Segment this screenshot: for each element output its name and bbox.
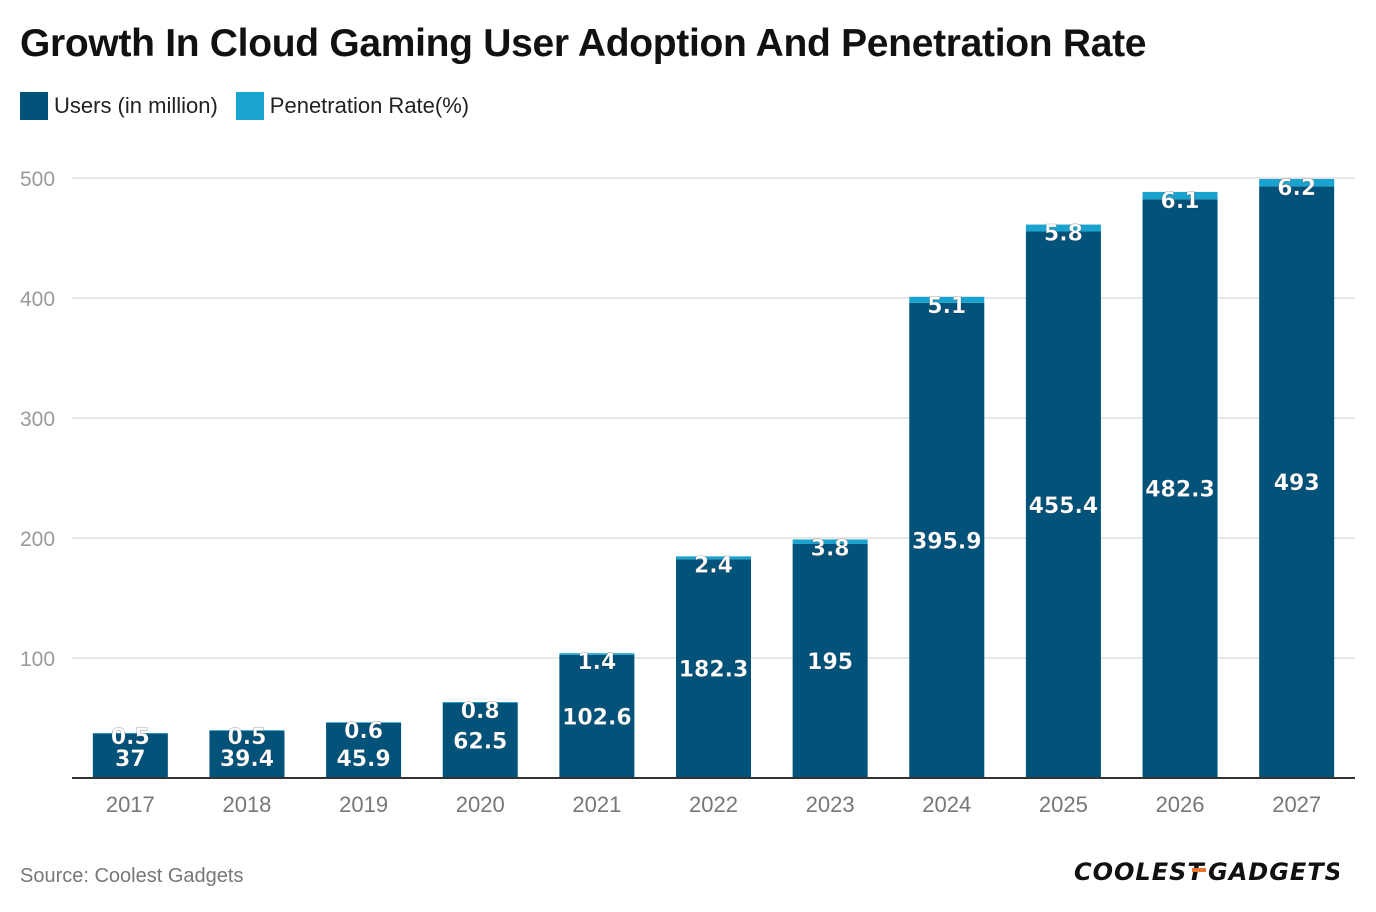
value-label-penetration-2023: 3.8 — [811, 536, 850, 561]
logo-text-part2: GADGETS — [1208, 858, 1339, 886]
logo-text-part1: COOLEST — [1074, 858, 1205, 886]
value-label-users-2017: 37 — [115, 747, 146, 772]
legend-swatch-penetration — [235, 92, 264, 120]
legend-item-users: Users (in million) — [20, 92, 218, 120]
bar-users-2027 — [1259, 186, 1335, 778]
x-tick-label-2025: 2025 — [1039, 792, 1088, 817]
y-tick-label-300: 300 — [20, 408, 55, 431]
value-label-users-2025: 455.4 — [1029, 494, 1099, 519]
source-note: Source: Coolest Gadgets — [20, 865, 244, 887]
bar-penetration-2019 — [326, 722, 402, 723]
legend-item-penetration: Penetration Rate(%) — [235, 92, 470, 120]
bar-users-2023 — [792, 544, 868, 778]
bar-penetration-2027 — [1259, 178, 1335, 187]
bar-penetration-2020 — [442, 702, 518, 703]
bar-users-2017 — [92, 733, 168, 778]
value-label-penetration-2022: 2.4 — [694, 553, 733, 578]
legend-swatch-users — [20, 92, 48, 120]
value-label-users-2024: 395.9 — [912, 529, 982, 554]
value-label-users-2026: 482.3 — [1145, 478, 1215, 503]
value-label-users-2027: 493 — [1274, 471, 1320, 496]
bar-users-2019 — [326, 722, 402, 778]
x-tick-label-2024: 2024 — [922, 792, 971, 817]
value-label-penetration-2020: 0.8 — [461, 699, 500, 724]
x-tick-label-2018: 2018 — [222, 792, 271, 817]
bar-users-2026 — [1142, 199, 1218, 779]
x-tick-label-2019: 2019 — [339, 792, 388, 817]
bar-penetration-2018 — [209, 730, 285, 731]
bar-users-2021 — [559, 654, 635, 778]
y-tick-label-400: 400 — [20, 288, 55, 311]
value-label-penetration-2018: 0.5 — [227, 725, 266, 750]
bar-penetration-2023 — [792, 539, 868, 544]
value-label-penetration-2021: 1.4 — [577, 650, 616, 675]
y-tick-label-200: 200 — [20, 528, 55, 551]
legend: Users (in million) Penetration Rate(%) — [20, 92, 487, 120]
x-tick-label-2027: 2027 — [1272, 792, 1321, 817]
x-tick-label-2023: 2023 — [806, 792, 855, 817]
x-tick-label-2021: 2021 — [572, 792, 621, 817]
bar-penetration-2017 — [92, 733, 168, 734]
bar-users-2018 — [209, 730, 285, 778]
bar-penetration-2024 — [909, 296, 985, 303]
value-label-penetration-2019: 0.6 — [344, 719, 383, 744]
bar-users-2022 — [676, 559, 751, 778]
value-label-users-2022: 182.3 — [679, 658, 749, 683]
y-tick-label-100: 100 — [20, 648, 55, 671]
x-tick-label-2026: 2026 — [1156, 792, 1205, 817]
x-tick-label-2020: 2020 — [456, 792, 505, 817]
value-label-penetration-2024: 5.1 — [927, 294, 966, 319]
value-label-users-2020: 62.5 — [453, 730, 507, 755]
x-tick-label-2022: 2022 — [689, 792, 738, 817]
bar-penetration-2021 — [559, 653, 635, 655]
logo-dash — [1192, 868, 1206, 872]
value-label-users-2019: 45.9 — [336, 747, 390, 772]
bar-users-2024 — [909, 302, 985, 778]
bar-users-2025 — [1025, 231, 1101, 778]
value-label-penetration-2026: 6.1 — [1161, 189, 1200, 214]
bar-penetration-2022 — [676, 556, 751, 560]
bar-penetration-2026 — [1142, 191, 1218, 200]
value-label-penetration-2017: 0.5 — [111, 725, 150, 750]
y-tick-label-500: 500 — [20, 168, 55, 191]
value-label-users-2023: 195 — [807, 650, 853, 675]
value-label-users-2021: 102.6 — [562, 705, 632, 730]
x-tick-label-2017: 2017 — [106, 792, 155, 817]
bar-users-2020 — [442, 703, 518, 778]
bar-penetration-2025 — [1025, 224, 1101, 232]
chart-title: Growth In Cloud Gaming User Adoption And… — [20, 22, 1147, 65]
bar-chart: 100200300400500370.5201739.40.5201845.90… — [20, 168, 1355, 817]
legend-label-users: Users (in million) — [54, 93, 218, 118]
value-label-penetration-2027: 6.2 — [1277, 176, 1316, 201]
value-label-penetration-2025: 5.8 — [1044, 222, 1083, 247]
value-label-users-2018: 39.4 — [220, 747, 274, 772]
legend-label-penetration: Penetration Rate(%) — [269, 93, 470, 118]
coolest-gadgets-logo: COOLEST GADGETS — [1074, 858, 1339, 886]
